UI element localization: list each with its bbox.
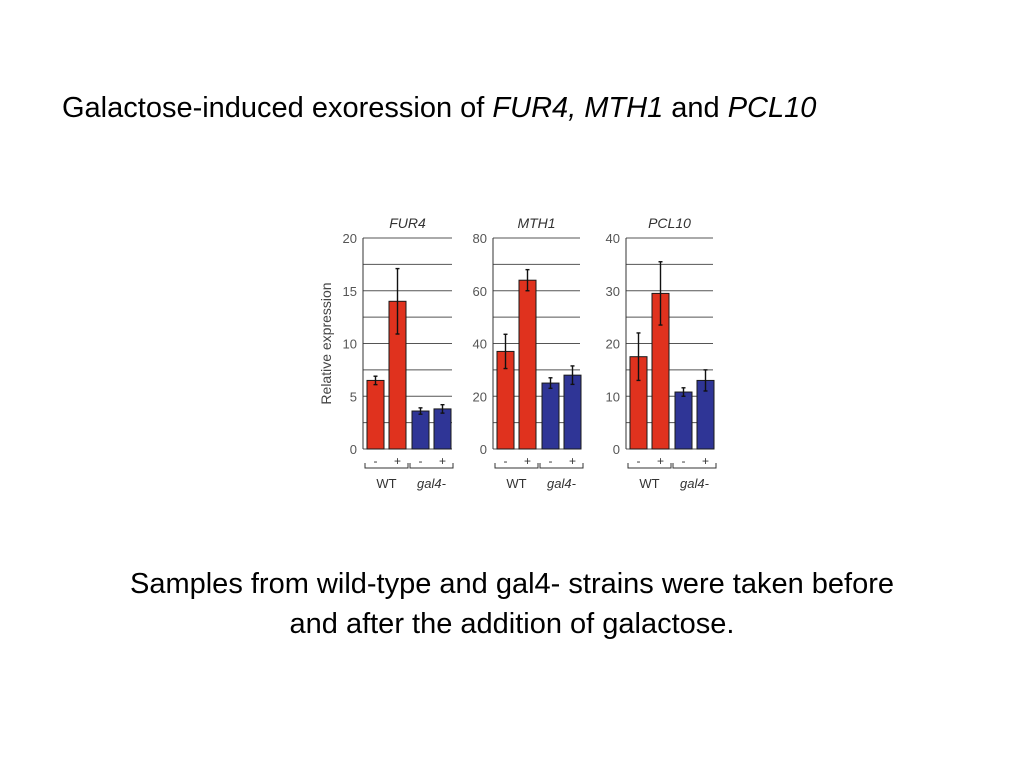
pcl10-category-label: - — [637, 454, 641, 468]
caption: Samples from wild-type and gal4- strains… — [0, 564, 1024, 644]
mth1-y-tick-label: 80 — [473, 231, 487, 246]
mth1-category-label: - — [549, 454, 553, 468]
mth1-bar — [518, 279, 537, 450]
pcl10-group-bracket — [672, 463, 717, 469]
pcl10-y-tick-label: 40 — [606, 231, 620, 246]
mth1-group-bracket — [494, 463, 539, 469]
pcl10-category-label: - — [682, 454, 686, 468]
pcl10-group-label: gal4- — [680, 476, 710, 491]
title-gene-fur4-mth1: FUR4, MTH1 — [492, 92, 664, 124]
caption-line-2: and after the addition of galactose. — [289, 608, 735, 640]
caption-line-1: Samples from wild-type and gal4- strains… — [129, 568, 895, 600]
mth1-y-tick-label: 20 — [473, 389, 487, 404]
mth1-category-label: + — [569, 454, 576, 468]
mth1-group-label: WT — [506, 476, 526, 491]
title-gene-pcl10: PCL10 — [727, 92, 817, 124]
pcl10-y-tick-label: 10 — [606, 389, 620, 404]
fur4-y-tick-label: 0 — [350, 442, 357, 457]
mth1-panel-title: MTH1 — [517, 215, 555, 231]
mth1-y-tick-label: 40 — [473, 337, 487, 352]
mth1-bar — [541, 382, 560, 450]
mth1-group-bracket — [539, 463, 584, 469]
pcl10-category-label: + — [657, 454, 664, 468]
pcl10-y-tick-label: 30 — [606, 284, 620, 299]
pcl10-category-label: + — [702, 454, 709, 468]
title-text-1: Galactose-induced exoression of — [62, 92, 493, 124]
fur4-panel-title: FUR4 — [389, 215, 426, 231]
fur4-category-label: - — [374, 454, 378, 468]
pcl10-panel-title: PCL10 — [648, 215, 691, 231]
fur4-y-tick-label: 15 — [343, 284, 357, 299]
pcl10-bar — [674, 391, 693, 450]
pcl10-group-label: WT — [639, 476, 659, 491]
mth1-category-label: + — [524, 454, 531, 468]
fur4-group-label: gal4- — [417, 476, 447, 491]
fur4-y-axis-label: Relative expression — [318, 282, 334, 404]
mth1-group-label: gal4- — [547, 476, 577, 491]
mth1-category-label: - — [504, 454, 508, 468]
mth1-y-tick-label: 60 — [473, 284, 487, 299]
pcl10-y-tick-label: 20 — [606, 337, 620, 352]
fur4-bar — [411, 410, 430, 450]
slide-title: Galactose-induced exoression of FUR4, MT… — [62, 92, 816, 125]
fur4-y-tick-label: 10 — [343, 337, 357, 352]
fur4-bar — [433, 408, 452, 450]
mth1-y-tick-label: 0 — [480, 442, 487, 457]
fur4-group-bracket — [364, 463, 409, 469]
fur4-category-label: + — [394, 454, 401, 468]
pcl10-group-bracket — [627, 463, 672, 469]
fur4-category-label: + — [439, 454, 446, 468]
fur4-y-tick-label: 5 — [350, 389, 357, 404]
fur4-category-label: - — [419, 454, 423, 468]
fur4-bar — [366, 379, 385, 450]
fur4-y-tick-label: 20 — [343, 231, 357, 246]
mth1-bar — [563, 374, 582, 450]
pcl10-y-tick-label: 0 — [613, 442, 620, 457]
fur4-group-label: WT — [376, 476, 396, 491]
fur4-group-bracket — [409, 463, 454, 469]
title-text-2: and — [663, 92, 728, 124]
